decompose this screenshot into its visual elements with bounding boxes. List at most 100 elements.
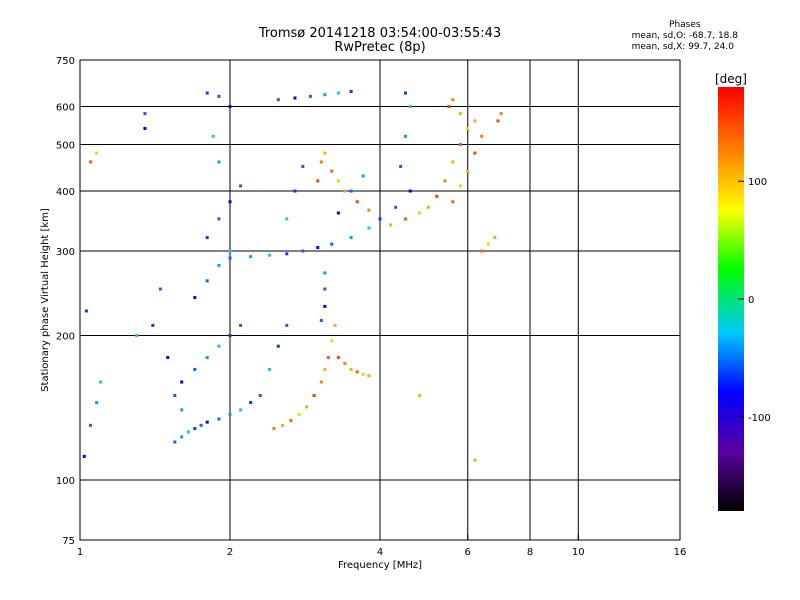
phases-x-stats: mean, sd,X: 99.7, 24.0 [631, 42, 734, 52]
colorbar-tick-label: 100 [748, 177, 767, 188]
data-point-x [403, 217, 407, 221]
data-point-x [316, 179, 320, 183]
data-point-x [426, 205, 430, 209]
data-point-x [493, 236, 497, 240]
data-point-o [193, 367, 197, 371]
data-point-x [343, 361, 347, 365]
y-tick-label: 750 [56, 56, 75, 67]
data-point-o [323, 304, 327, 308]
x-tick-label: 16 [674, 547, 687, 558]
data-point-o [193, 427, 197, 431]
phases-stats: Phases mean, sd,O: -68.7, 18.8 mean, sd,… [632, 20, 738, 53]
data-point-o [228, 334, 232, 338]
data-point-o [276, 344, 280, 348]
data-point-o [319, 318, 323, 322]
phases-title: Phases [669, 20, 701, 30]
data-point-o [217, 417, 221, 421]
data-point-x [451, 98, 455, 102]
data-point-o [158, 287, 162, 291]
y-tick-label: 75 [62, 536, 75, 547]
y-tick-label: 100 [56, 476, 75, 487]
data-point-o [408, 105, 412, 109]
data-point-o [82, 454, 86, 458]
data-point-o [95, 401, 99, 405]
data-point-x [330, 169, 334, 173]
data-point-o [249, 255, 253, 259]
data-point-o [285, 217, 289, 221]
data-point-o [205, 279, 209, 283]
data-point-o [193, 296, 197, 300]
colorbar-ticks: 100 0 -100 [738, 177, 771, 424]
data-point-o [151, 323, 155, 327]
data-point-o [323, 287, 327, 291]
data-point-o [349, 189, 353, 193]
data-point-x [486, 242, 490, 246]
data-point-o [349, 89, 353, 93]
data-point-o [394, 205, 398, 209]
x-tick-label: 10 [572, 547, 585, 558]
data-point-o [205, 236, 209, 240]
data-point-x [473, 119, 477, 123]
data-point-x [319, 380, 323, 384]
y-axis-label: Stationary phase Virtual Height [km] [40, 208, 51, 392]
data-point-x [312, 394, 316, 398]
data-point-x [458, 184, 462, 188]
data-point-o [293, 96, 297, 100]
data-point-o [228, 412, 232, 416]
data-point-x [417, 394, 421, 398]
data-point-o [217, 94, 221, 98]
data-point-o [173, 440, 177, 444]
data-point-o [166, 355, 170, 359]
data-point-o [399, 164, 403, 168]
data-point-o [173, 394, 177, 398]
data-point-o [316, 246, 320, 250]
data-point-o [323, 271, 327, 275]
data-points [82, 89, 503, 462]
data-point-o [301, 164, 305, 168]
data-point-o [239, 184, 243, 188]
colorbar-label: [deg] [715, 72, 747, 86]
data-point-o [293, 189, 297, 193]
x-tick-label: 1 [77, 547, 83, 558]
data-point-x [466, 169, 470, 173]
y-tick-label: 500 [56, 141, 75, 152]
data-point-o [217, 344, 221, 348]
y-tick-label: 300 [56, 247, 75, 258]
data-point-o [285, 252, 289, 256]
data-point-o [330, 242, 334, 246]
data-point-o [336, 91, 340, 95]
data-point-o [349, 236, 353, 240]
data-point-o [180, 380, 184, 384]
data-point-x [458, 112, 462, 116]
data-point-x [349, 367, 353, 371]
data-point-o [403, 134, 407, 138]
data-point-o [205, 420, 209, 424]
data-point-o [199, 423, 203, 427]
data-point-o [323, 93, 327, 97]
x-tick-label: 8 [527, 547, 533, 558]
data-point-x [367, 208, 371, 212]
phases-o-stats: mean, sd,O: -68.7, 18.8 [631, 31, 738, 41]
data-point-x [281, 423, 285, 427]
data-point-o [249, 401, 253, 405]
data-point-x [305, 405, 309, 409]
data-point-x [343, 189, 347, 193]
colorbar-tick-label: 0 [748, 295, 754, 306]
data-point-x [367, 374, 371, 378]
data-point-o [308, 94, 312, 98]
data-point-x [473, 151, 477, 155]
data-point-o [258, 394, 262, 398]
data-point-o [186, 430, 190, 434]
x-tick-label: 6 [465, 547, 471, 558]
data-point-x [499, 112, 503, 116]
data-point-o [180, 408, 184, 412]
data-point-x [473, 458, 477, 462]
data-point-o [228, 249, 232, 253]
data-point-o [89, 423, 93, 427]
data-point-o [378, 217, 382, 221]
data-point-o [403, 91, 407, 95]
data-point-x [466, 126, 470, 130]
data-point-o [361, 174, 365, 178]
data-point-o [217, 217, 221, 221]
